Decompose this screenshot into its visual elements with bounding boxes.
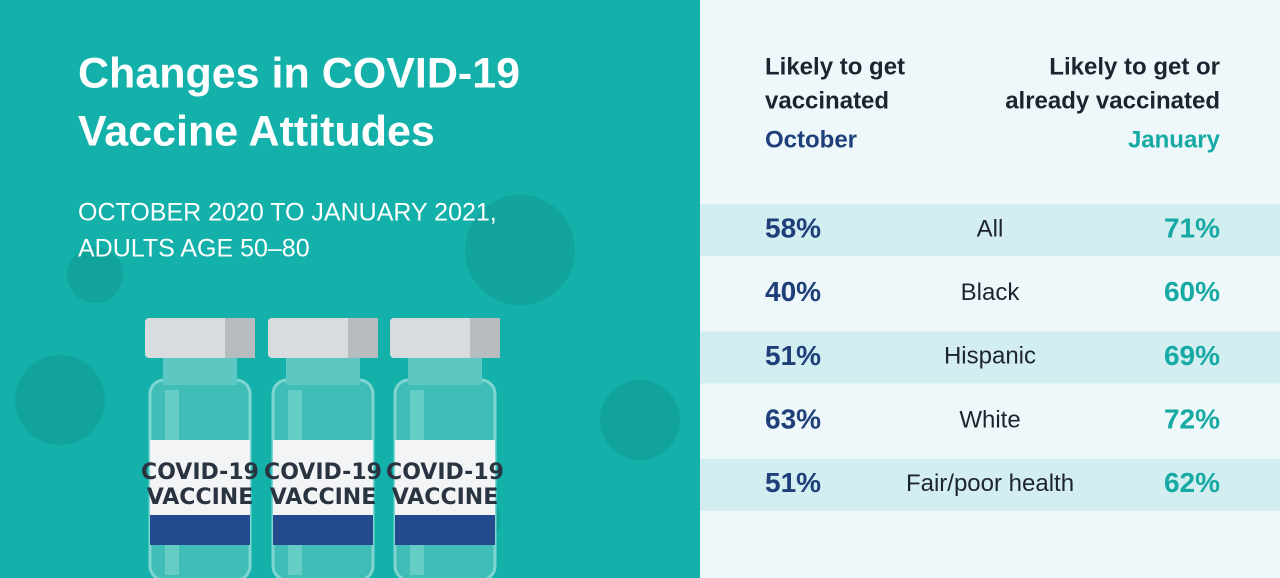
vial-label-band — [273, 515, 373, 545]
january-value: 72% — [1164, 403, 1220, 434]
october-value: 63% — [765, 403, 821, 434]
vial-label-text: COVID-19 — [386, 460, 504, 485]
october-value: 51% — [765, 340, 821, 371]
group-label: All — [977, 215, 1004, 242]
vial-label-text: VACCINE — [147, 485, 253, 510]
title: Changes in COVID-19 — [78, 49, 520, 97]
vial-cap-shade — [348, 318, 378, 358]
vial-label-text: VACCINE — [392, 485, 498, 510]
row-band — [700, 331, 1280, 384]
january-value: 71% — [1164, 212, 1220, 243]
vial-neck — [286, 355, 360, 385]
january-value: 69% — [1164, 340, 1220, 371]
october-value: 58% — [765, 212, 821, 243]
column-header: Likely to get or — [1049, 53, 1220, 80]
row-band — [700, 458, 1280, 511]
group-label: Black — [961, 279, 1021, 306]
vial-label-text: COVID-19 — [264, 460, 382, 485]
period: January — [1128, 126, 1221, 153]
group-label: Hispanic — [944, 343, 1036, 370]
october-value: 40% — [765, 276, 821, 307]
column-header: vaccinated — [765, 87, 889, 114]
column-header: Likely to get — [765, 53, 905, 80]
vial-cap-shade — [470, 318, 500, 358]
january-value: 60% — [1164, 276, 1220, 307]
row-band — [700, 204, 1280, 256]
subtitle: ADULTS AGE 50–80 — [78, 235, 310, 263]
vial-label — [150, 440, 250, 518]
period: October — [765, 126, 857, 153]
vial-neck — [408, 355, 482, 385]
vial-label — [273, 440, 373, 518]
vial-label-band — [395, 515, 495, 545]
vial-label — [395, 440, 495, 518]
vial-label-text: COVID-19 — [141, 460, 259, 485]
title: Vaccine Attitudes — [78, 107, 435, 155]
vial-cap-shade — [225, 318, 255, 358]
group-label: White — [959, 406, 1020, 433]
group-label: Fair/poor health — [906, 470, 1074, 497]
vial-label-text: VACCINE — [270, 485, 376, 510]
vial-neck — [163, 355, 237, 385]
subtitle: OCTOBER 2020 TO JANUARY 2021, — [78, 199, 497, 227]
october-value: 51% — [765, 467, 821, 498]
january-value: 62% — [1164, 467, 1220, 498]
vial-label-band — [150, 515, 250, 545]
column-header: already vaccinated — [1005, 87, 1220, 114]
